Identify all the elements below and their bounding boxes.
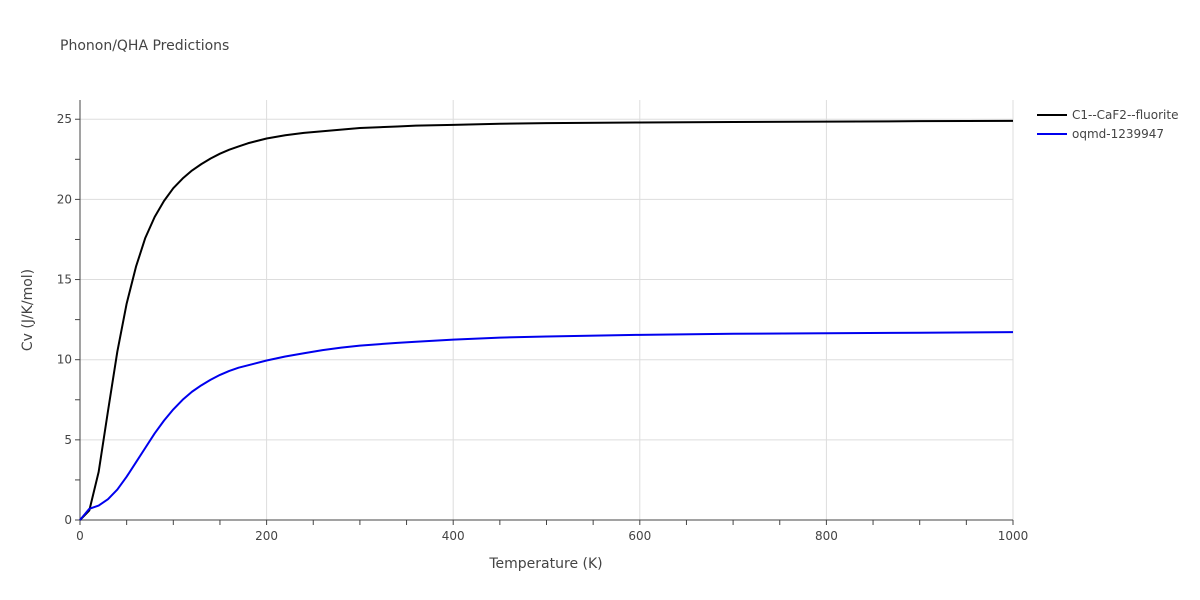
series-line-1 xyxy=(79,119,1014,521)
y-tick-label: 0 xyxy=(64,513,72,527)
y-tick-label: 10 xyxy=(57,353,72,367)
chart-title: Phonon/QHA Predictions xyxy=(60,38,229,54)
y-tick-label: 20 xyxy=(57,192,72,206)
legend-item-1[interactable]: C1--CaF2--fluorite xyxy=(1037,108,1178,122)
series-lines xyxy=(79,119,1014,521)
legend-item-2[interactable]: oqmd-1239947 xyxy=(1037,127,1164,141)
y-tick-label: 15 xyxy=(57,273,72,287)
grid xyxy=(80,100,1014,520)
x-tick-label: 400 xyxy=(442,529,465,543)
series-line-2 xyxy=(79,331,1014,521)
x-tick-label: 800 xyxy=(815,529,838,543)
y-axis-title: Cv (J/K/mol) xyxy=(20,269,36,351)
x-tick-label: 600 xyxy=(628,529,651,543)
x-tick-label: 0 xyxy=(76,529,84,543)
y-tick-label: 25 xyxy=(57,112,72,126)
x-axis-title: Temperature (K) xyxy=(488,556,602,572)
x-tick-label: 200 xyxy=(255,529,278,543)
x-tick-label: 1000 xyxy=(998,529,1029,543)
tick-labels: 0 200 400 600 800 1000 0 5 10 15 20 25 xyxy=(57,112,1029,543)
legend-label: C1--CaF2--fluorite xyxy=(1072,108,1178,122)
axes xyxy=(75,100,1014,525)
y-tick-label: 5 xyxy=(64,433,72,447)
legend[interactable]: C1--CaF2--fluorite oqmd-1239947 xyxy=(1037,108,1178,141)
legend-label: oqmd-1239947 xyxy=(1072,127,1164,141)
